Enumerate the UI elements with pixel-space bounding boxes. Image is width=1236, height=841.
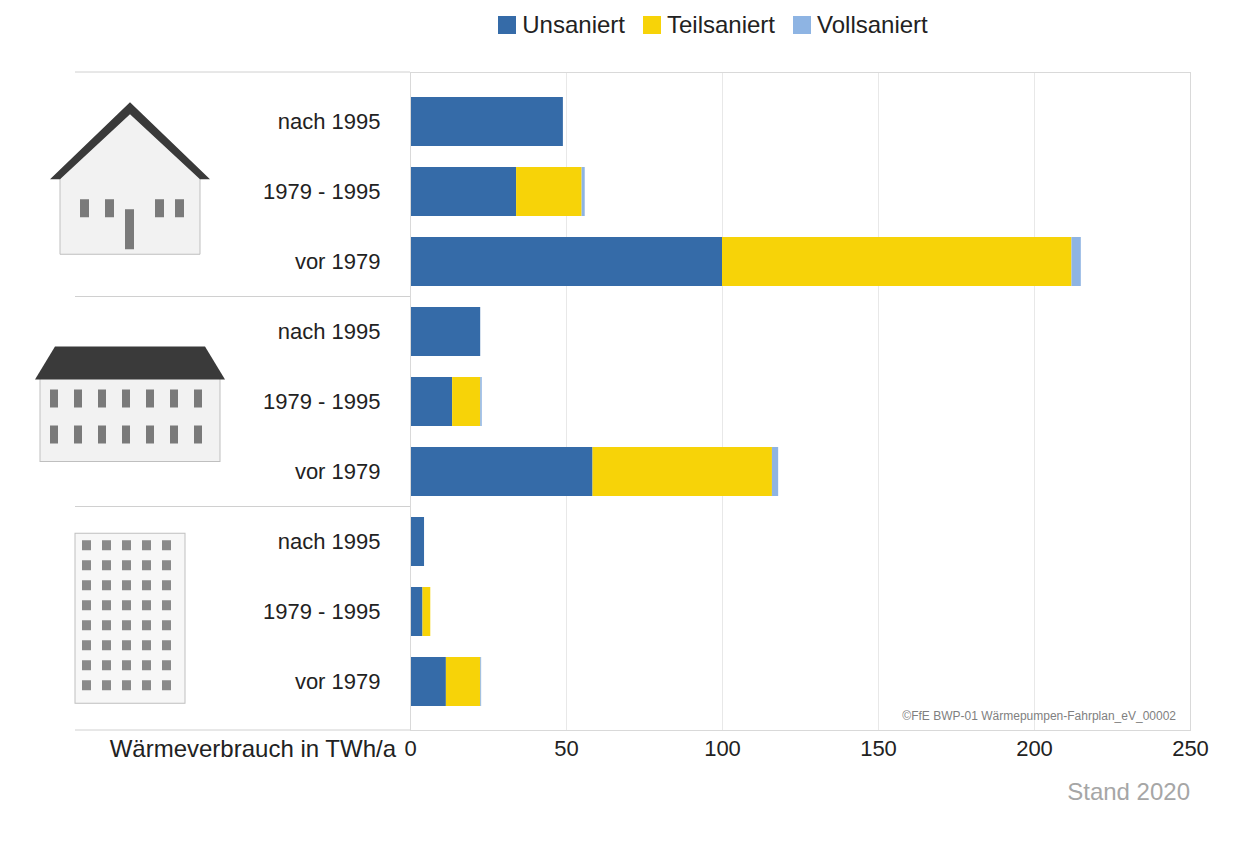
svg-text:nach 1995: nach 1995	[278, 529, 381, 554]
html-text:Unsaniert: Unsaniert	[522, 11, 625, 38]
svg-text:1979 - 1995: 1979 - 1995	[263, 179, 380, 204]
svg-text:100: 100	[704, 736, 741, 761]
svg-text:1979 - 1995: 1979 - 1995	[263, 389, 380, 414]
svg-text:vor 1979: vor 1979	[295, 459, 381, 484]
svg-text:Wärmeverbrauch in TWh/a: Wärmeverbrauch in TWh/a	[110, 735, 397, 762]
svg-text:150: 150	[860, 736, 897, 761]
svg-text:vor 1979: vor 1979	[295, 669, 381, 694]
svg-text:0: 0	[404, 736, 416, 761]
html-text:Teilsaniert: Teilsaniert	[667, 11, 775, 38]
svg-text:vor 1979: vor 1979	[295, 249, 381, 274]
svg-text:200: 200	[1016, 736, 1053, 761]
html-text:Stand 2020: Stand 2020	[1067, 778, 1190, 805]
svg-text:50: 50	[554, 736, 578, 761]
html-text:Vollsaniert: Vollsaniert	[817, 11, 928, 38]
svg-text:©FfE BWP-01 Wärmepumpen-Fahrpl: ©FfE BWP-01 Wärmepumpen-Fahrplan_eV_0000…	[902, 709, 1176, 723]
svg-text:1979 - 1995: 1979 - 1995	[263, 599, 380, 624]
svg-text:nach 1995: nach 1995	[278, 109, 381, 134]
svg-text:nach 1995: nach 1995	[278, 319, 381, 344]
svg-text:250: 250	[1172, 736, 1209, 761]
